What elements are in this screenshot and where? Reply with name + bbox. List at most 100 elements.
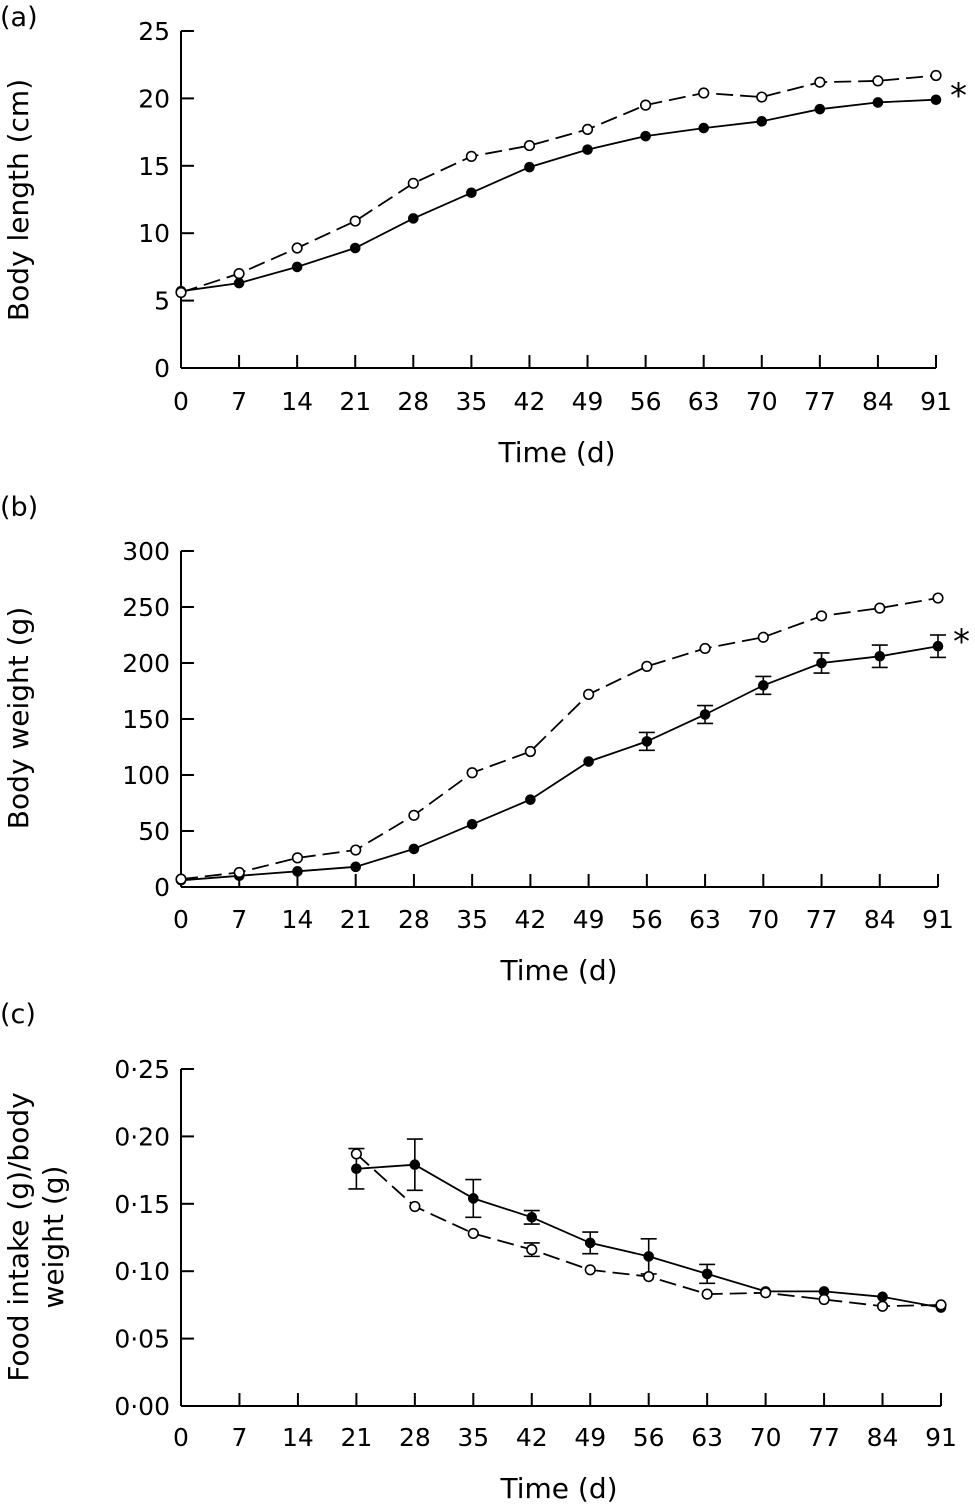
x-axis-title: Time (d) xyxy=(499,1472,617,1504)
x-tick-label: 70 xyxy=(747,905,779,934)
data-point xyxy=(698,87,710,99)
data-point xyxy=(233,268,245,280)
data-point xyxy=(815,610,828,622)
data-point xyxy=(351,1163,362,1175)
data-point xyxy=(756,91,768,103)
panel-label: (b) xyxy=(0,492,38,523)
data-point xyxy=(814,76,826,88)
x-axis-title: Time (d) xyxy=(497,436,615,469)
data-point xyxy=(466,818,478,830)
data-point xyxy=(466,767,478,779)
y-tick-label: 300 xyxy=(122,537,170,566)
data-point xyxy=(292,866,303,877)
y-tick-label: 200 xyxy=(122,649,170,678)
data-point xyxy=(756,116,768,127)
data-point xyxy=(350,861,361,873)
plot-area xyxy=(348,1138,947,1313)
y-tick-label: 150 xyxy=(122,705,170,734)
y-tick-label: 15 xyxy=(138,152,170,181)
data-point xyxy=(641,736,653,747)
panel-b: (b) 0 7 14 21 28 35 42 49 56 63 70 77 84 91 0 50 100 150 2… xyxy=(0,492,970,987)
data-point xyxy=(932,592,944,604)
data-point xyxy=(701,1288,713,1300)
y-tick-label: 0·25 xyxy=(114,1055,170,1084)
x-tick-label: 21 xyxy=(340,905,372,934)
x-tick-label: 63 xyxy=(689,905,721,934)
data-point xyxy=(349,215,361,227)
y-tick-label: 0·15 xyxy=(114,1190,170,1219)
x-tick-label: 7 xyxy=(231,905,247,934)
x-tick-label: 84 xyxy=(864,905,896,934)
y-tick-label: 50 xyxy=(138,817,170,846)
data-point xyxy=(525,794,536,805)
x-tick-label: 91 xyxy=(925,1423,957,1452)
x-tick-label: 0 xyxy=(173,905,189,934)
data-point xyxy=(291,852,304,864)
x-tick-label: 28 xyxy=(397,387,429,416)
x-tick-label: 56 xyxy=(630,387,662,416)
data-point xyxy=(872,75,884,87)
data-point xyxy=(758,680,769,691)
y-tick-label: 0·20 xyxy=(114,1122,170,1151)
data-point xyxy=(930,69,942,82)
panel-a: (a) 0 7 14 21 28 35 42 49 56 63 70 77 84 91 0 5 10 15 20 25… xyxy=(0,2,967,469)
x-axis-title: Time (d) xyxy=(499,954,617,987)
data-point xyxy=(466,187,477,199)
x-tick-label: 0 xyxy=(173,1423,189,1452)
data-point xyxy=(524,745,536,758)
data-point xyxy=(583,756,594,767)
data-point xyxy=(582,144,593,155)
data-point xyxy=(175,286,187,299)
data-point xyxy=(291,261,303,273)
y-tick-label: 0·05 xyxy=(114,1325,170,1354)
y-axis-title-group: Food intake (g)/body weight (g) xyxy=(2,1092,70,1381)
x-tick-label: 91 xyxy=(922,905,954,934)
data-point xyxy=(409,1159,421,1171)
x-tick-label: 35 xyxy=(456,905,488,934)
x-tick-label: 63 xyxy=(688,387,720,416)
x-tick-label: 28 xyxy=(398,905,430,934)
x-tick-label: 7 xyxy=(231,387,247,416)
series-line-1 xyxy=(356,1163,942,1309)
y-axis-title: Body weight (g) xyxy=(2,607,35,830)
series-line-1 xyxy=(180,645,939,882)
x-tick-label: 42 xyxy=(514,387,546,416)
data-point xyxy=(876,1300,889,1312)
y-axis-title-line-1: Food intake (g)/body xyxy=(2,1092,35,1381)
data-point xyxy=(584,1264,596,1276)
data-point xyxy=(816,657,827,669)
x-tick-label: 49 xyxy=(573,905,605,934)
y-tick-label: 25 xyxy=(138,17,170,46)
data-point xyxy=(640,99,652,111)
data-point xyxy=(467,1227,479,1240)
y-tick-label: 100 xyxy=(122,761,170,790)
data-point xyxy=(409,1200,421,1213)
y-tick-label: 0·00 xyxy=(114,1392,170,1421)
x-tick-label: 49 xyxy=(574,1423,606,1452)
x-tick-label: 49 xyxy=(572,387,604,416)
y-tick-label: 0 xyxy=(154,354,170,383)
x-tick-label: 7 xyxy=(232,1423,248,1452)
data-point xyxy=(641,660,653,672)
x-tick-label: 77 xyxy=(806,905,838,934)
plot-area xyxy=(175,69,942,299)
data-point xyxy=(526,1244,538,1256)
x-tick-label: 35 xyxy=(457,1423,489,1452)
x-tick-label: 0 xyxy=(173,387,189,416)
y-tick-label: 0·10 xyxy=(114,1257,170,1286)
x-tick-label: 70 xyxy=(750,1423,782,1452)
significance-marker: * xyxy=(950,76,967,116)
y-tick-label: 250 xyxy=(122,593,170,622)
data-point xyxy=(583,688,595,700)
axes: 0 7 14 21 28 35 42 49 56 63 70 77 84 91 0·00 0·05 0·10 0·… xyxy=(114,1055,957,1452)
data-point xyxy=(698,122,709,134)
data-point xyxy=(233,277,245,289)
x-tick-label: 14 xyxy=(281,387,313,416)
data-point xyxy=(757,631,769,643)
plot-area xyxy=(175,592,946,886)
data-point xyxy=(233,866,245,879)
data-point xyxy=(935,1299,947,1311)
data-point xyxy=(291,242,303,254)
x-tick-label: 91 xyxy=(920,387,952,416)
panel-label: (a) xyxy=(0,2,38,33)
